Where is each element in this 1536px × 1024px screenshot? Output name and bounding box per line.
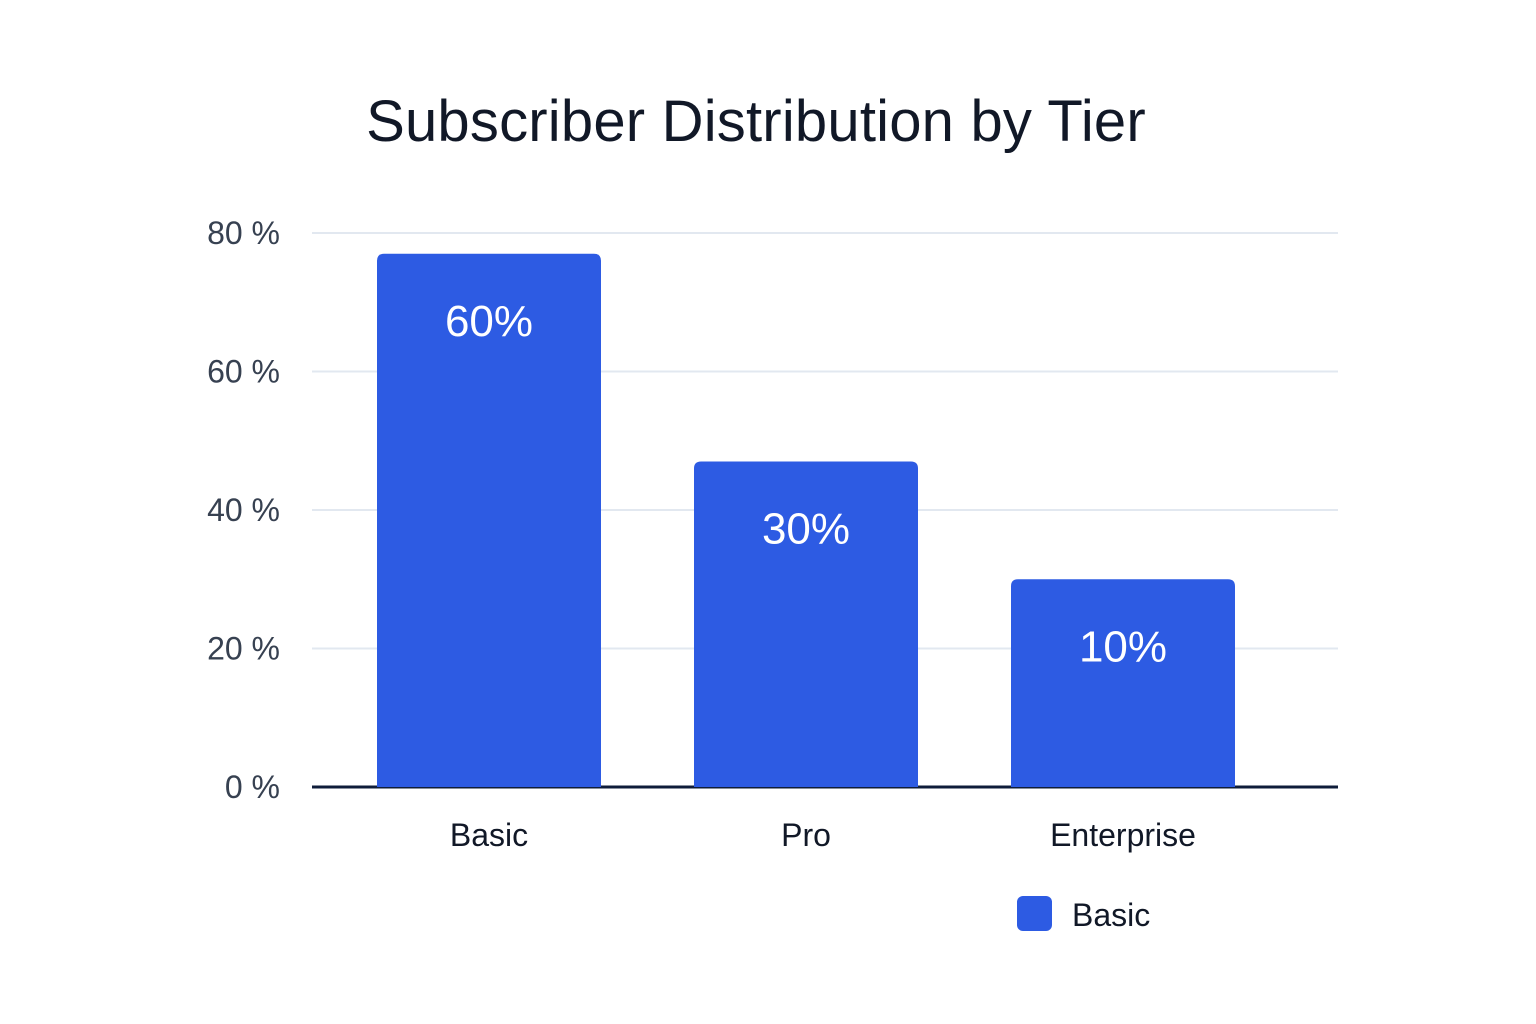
y-axis-ticks: 0 % 20 % 40 % 60 % 80 %	[207, 215, 280, 805]
y-tick-label: 20 %	[207, 631, 280, 667]
bar-enterprise	[1011, 579, 1235, 787]
y-tick-label: 80 %	[207, 215, 280, 251]
x-tick-label: Basic	[450, 817, 528, 853]
bar-data-labels: 60% 30% 10%	[445, 297, 1167, 671]
bars	[377, 253, 1235, 787]
y-tick-label: 60 %	[207, 354, 280, 390]
bar-basic	[377, 253, 601, 787]
bar-data-label: 10%	[1079, 622, 1167, 671]
x-tick-label: Enterprise	[1050, 817, 1196, 853]
x-axis-ticks: Basic Pro Enterprise	[450, 817, 1196, 853]
bar-data-label: 60%	[445, 297, 533, 346]
chart-title: Subscriber Distribution by Tier	[366, 89, 1146, 154]
y-tick-label: 40 %	[207, 492, 280, 528]
legend-label: Basic	[1072, 897, 1150, 933]
bar-pro	[694, 461, 918, 787]
legend-swatch	[1017, 896, 1052, 931]
y-tick-label: 0 %	[225, 769, 280, 805]
x-tick-label: Pro	[781, 817, 831, 853]
bar-data-label: 30%	[762, 505, 850, 554]
legend: Basic	[1017, 896, 1150, 933]
